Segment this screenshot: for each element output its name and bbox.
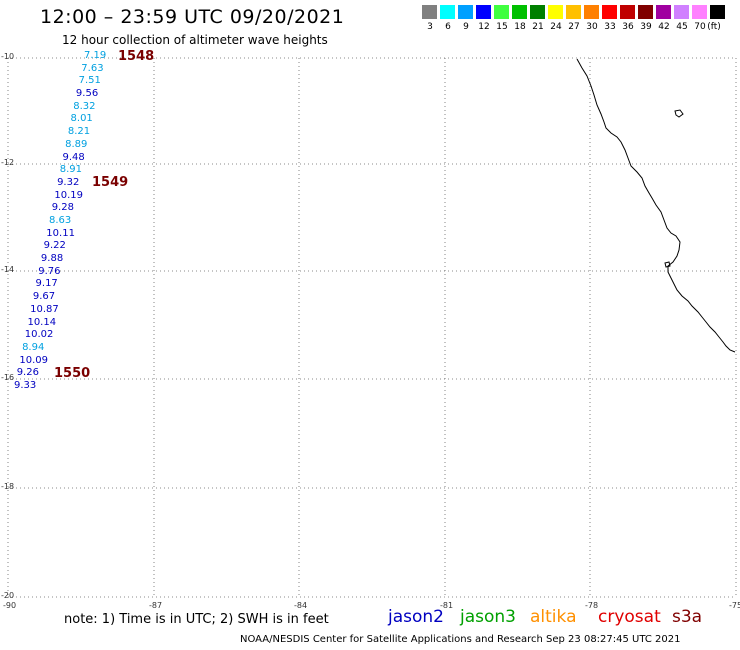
scale-label: 15 xyxy=(496,22,508,32)
wave-height-label: 8.63 xyxy=(49,215,72,226)
pass-number: 1549 xyxy=(92,175,129,190)
wave-height-label: 8.94 xyxy=(22,341,45,353)
lat-lon-grid xyxy=(7,57,737,598)
scale-swatch xyxy=(656,5,671,19)
scale-label: 39 xyxy=(640,22,652,32)
scale-swatch xyxy=(674,5,689,19)
scale-label: 21 xyxy=(532,22,544,32)
wave-height-label: 9.48 xyxy=(62,151,85,163)
scale-swatch xyxy=(692,5,707,19)
scale-unit: (ft) xyxy=(707,22,721,32)
wave-height-label: 9.56 xyxy=(75,88,99,100)
wave-height-label: 9.17 xyxy=(35,278,58,290)
wave-height-label: 8.21 xyxy=(67,126,91,138)
wave-height-label: 8.01 xyxy=(70,113,93,125)
longitude-label: -78 xyxy=(585,601,599,610)
latitude-label: -14 xyxy=(1,265,15,274)
wave-height-label: 10.14 xyxy=(27,316,57,328)
scale-label: 42 xyxy=(658,22,670,32)
scale-swatch xyxy=(548,5,563,19)
wave-height-label: 10.09 xyxy=(19,354,49,366)
wave-height-label: 9.22 xyxy=(43,240,66,252)
wave-height-label: 7.51 xyxy=(78,75,101,87)
scale-label: 6 xyxy=(445,22,451,32)
latitude-label: -16 xyxy=(1,373,15,382)
scale-swatch xyxy=(584,5,599,19)
latitude-label: -18 xyxy=(1,482,15,491)
longitude-label: -87 xyxy=(149,601,163,610)
scale-label: 36 xyxy=(622,22,634,32)
satellite-name: jason2 xyxy=(388,607,444,627)
scale-label: 27 xyxy=(568,22,580,32)
wave-height-label: 9.88 xyxy=(40,253,64,265)
satellite-name: jason3 xyxy=(460,607,516,627)
note-text: note: 1) Time is in UTC; 2) SWH is in fe… xyxy=(64,612,329,627)
scale-swatch xyxy=(602,5,617,19)
wave-height-label: 10.87 xyxy=(30,303,59,315)
longitude-label: -90 xyxy=(3,601,17,610)
scale-swatch xyxy=(710,5,725,19)
scale-label: 30 xyxy=(586,22,598,32)
wave-height-label: 9.33 xyxy=(14,380,37,391)
map-title: 12:00 – 23:59 UTC 09/20/2021 xyxy=(40,6,345,28)
footer-credit: NOAA/NESDIS Center for Satellite Applica… xyxy=(240,634,681,645)
wave-height-label: 7.63 xyxy=(81,62,104,74)
island-outline xyxy=(674,109,684,118)
scale-label: 70 xyxy=(694,22,706,32)
scale-swatch xyxy=(458,5,473,19)
wave-height-label: 10.11 xyxy=(46,227,75,239)
south-america-coastline xyxy=(576,58,736,353)
satellite-name: s3a xyxy=(672,607,703,627)
pass-number: 1548 xyxy=(118,49,155,64)
wave-height-label: 9.32 xyxy=(57,176,80,188)
scale-swatch xyxy=(494,5,509,19)
scale-swatch xyxy=(638,5,653,19)
scale-swatch xyxy=(512,5,527,19)
wave-height-label: 8.91 xyxy=(59,164,83,176)
wave-height-label: 10.02 xyxy=(24,329,54,341)
scale-swatch xyxy=(440,5,455,19)
latitude-label: -12 xyxy=(1,158,15,167)
scale-swatch xyxy=(530,5,545,19)
scale-label: 45 xyxy=(676,22,688,32)
satellite-name: altika xyxy=(530,607,577,627)
longitude-label: -81 xyxy=(440,601,454,610)
wave-height-label: 9.28 xyxy=(51,202,74,214)
latitude-label: -20 xyxy=(1,591,15,600)
longitude-label: -75 xyxy=(729,601,740,610)
scale-swatch xyxy=(566,5,581,19)
scale-label: 3 xyxy=(427,22,433,32)
wave-height-label: 7.19 xyxy=(84,50,107,61)
wave-height-label: 9.26 xyxy=(16,367,39,379)
wave-height-label: 9.76 xyxy=(38,265,61,277)
wave-height-label: 8.32 xyxy=(73,100,96,112)
coast-bay-detail xyxy=(664,261,671,268)
scale-swatch xyxy=(476,5,491,19)
scale-label: 12 xyxy=(478,22,490,32)
wave-height-label: 9.67 xyxy=(32,291,56,303)
scale-label: 24 xyxy=(550,22,562,32)
scale-label: 18 xyxy=(514,22,526,32)
wave-height-label: 8.89 xyxy=(65,138,88,150)
latitude-label: -10 xyxy=(1,52,15,61)
scale-swatch xyxy=(620,5,635,19)
scale-label: 33 xyxy=(604,22,616,32)
satellite-name: cryosat xyxy=(598,607,661,627)
scale-swatch xyxy=(422,5,437,19)
wave-height-label: 10.19 xyxy=(54,189,84,201)
map-subtitle: 12 hour collection of altimeter wave hei… xyxy=(62,33,328,47)
longitude-label: -84 xyxy=(294,601,308,610)
scale-label: 9 xyxy=(463,22,469,32)
pass-number: 1550 xyxy=(54,366,91,381)
